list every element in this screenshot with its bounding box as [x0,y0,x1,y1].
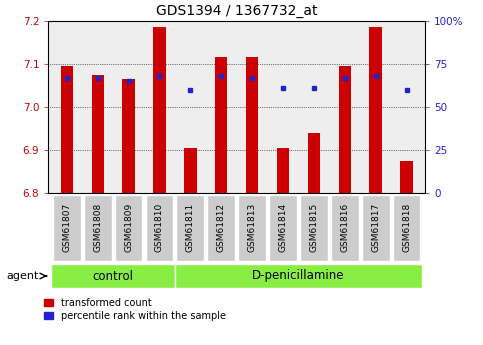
FancyBboxPatch shape [331,195,359,261]
Text: control: control [93,269,134,283]
Bar [277,148,289,193]
Text: agent: agent [6,271,39,281]
Bar [215,57,227,193]
Legend: transformed count, percentile rank within the sample: transformed count, percentile rank withi… [43,298,226,321]
Bar [308,133,320,193]
FancyBboxPatch shape [51,264,175,288]
FancyBboxPatch shape [362,195,389,261]
Bar [184,148,197,193]
Text: GSM61811: GSM61811 [186,203,195,252]
FancyBboxPatch shape [207,195,235,261]
Text: GSM61808: GSM61808 [93,203,102,252]
FancyBboxPatch shape [175,264,422,288]
FancyBboxPatch shape [300,195,328,261]
Bar [339,66,351,193]
FancyBboxPatch shape [393,195,420,261]
FancyBboxPatch shape [145,195,173,261]
Text: GSM61809: GSM61809 [124,203,133,252]
FancyBboxPatch shape [269,195,297,261]
Text: GSM61814: GSM61814 [279,203,287,252]
Bar [246,57,258,193]
Title: GDS1394 / 1367732_at: GDS1394 / 1367732_at [156,4,317,18]
Text: GSM61815: GSM61815 [310,203,318,252]
Bar [400,161,412,193]
Text: GSM61810: GSM61810 [155,203,164,252]
Text: GSM61813: GSM61813 [248,203,256,252]
Bar [369,27,382,193]
Bar [92,75,104,193]
Bar [122,79,135,193]
Text: GSM61818: GSM61818 [402,203,411,252]
FancyBboxPatch shape [84,195,112,261]
FancyBboxPatch shape [53,195,81,261]
Text: GSM61812: GSM61812 [217,203,226,252]
Text: GSM61816: GSM61816 [340,203,349,252]
FancyBboxPatch shape [114,195,142,261]
Text: GSM61807: GSM61807 [62,203,71,252]
Bar [61,66,73,193]
Text: D-penicillamine: D-penicillamine [252,269,345,283]
Text: GSM61817: GSM61817 [371,203,380,252]
FancyBboxPatch shape [238,195,266,261]
FancyBboxPatch shape [176,195,204,261]
Bar [153,27,166,193]
